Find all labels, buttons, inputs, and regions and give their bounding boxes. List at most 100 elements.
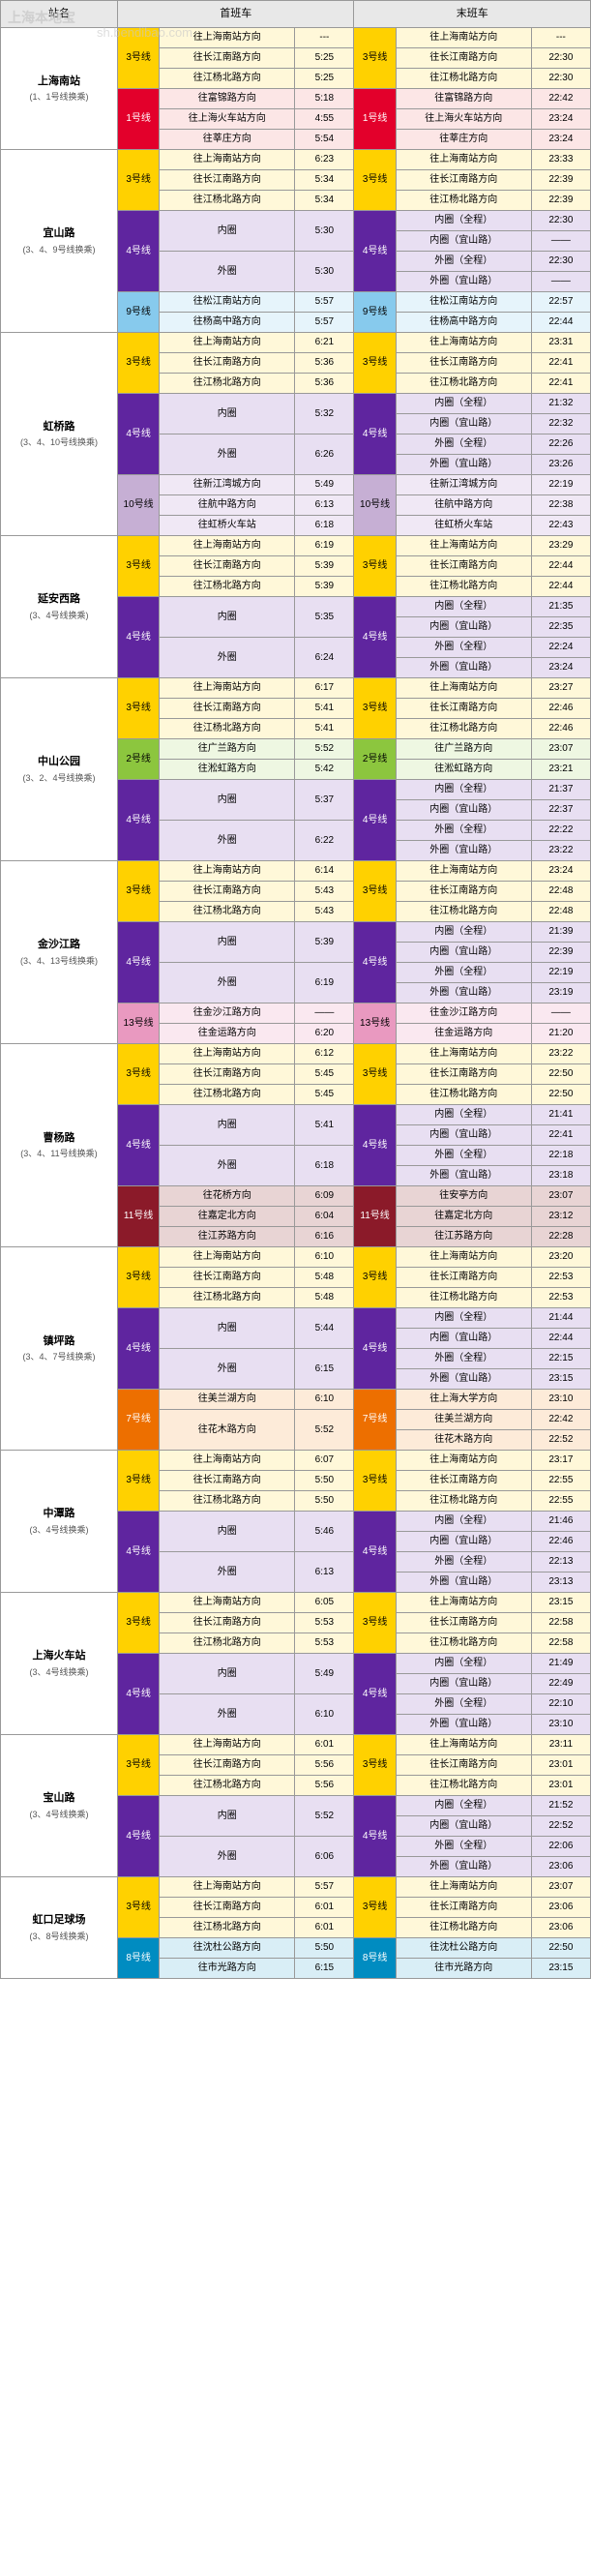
direction-last: 往金运路方向 xyxy=(396,1024,531,1044)
time-first: 5:50 xyxy=(295,1491,354,1512)
time-last: 21:35 xyxy=(531,597,590,617)
time-first: 6:15 xyxy=(295,1349,354,1390)
line-badge: 13号线 xyxy=(117,1003,159,1044)
line-badge: 3号线 xyxy=(354,678,396,739)
station-name: 中山公园(3、2、4号线换乘) xyxy=(1,678,118,861)
direction-last: 外圈（宜山路） xyxy=(396,455,531,475)
direction-first: 往长江南路方向 xyxy=(160,1268,295,1288)
station-name: 镇坪路(3、4、7号线换乘) xyxy=(1,1247,118,1451)
direction-last: 外圈（全程） xyxy=(396,1552,531,1573)
time-last: 23:26 xyxy=(531,455,590,475)
direction-last: 外圈（全程） xyxy=(396,1694,531,1715)
direction-first: 往上海南站方向 xyxy=(160,1044,295,1064)
direction-last: 外圈（全程） xyxy=(396,252,531,272)
time-last: 22:55 xyxy=(531,1471,590,1491)
time-first: 6:13 xyxy=(295,1552,354,1593)
time-last: 23:18 xyxy=(531,1166,590,1186)
time-first: 6:19 xyxy=(295,536,354,556)
time-last: 22:39 xyxy=(531,943,590,963)
station-name: 宜山路(3、4、9号线换乘) xyxy=(1,150,118,333)
direction-first: 外圈 xyxy=(160,434,295,475)
time-last: —— xyxy=(531,231,590,252)
time-last: 23:07 xyxy=(531,1877,590,1898)
direction-first: 往上海火车站方向 xyxy=(160,109,295,130)
time-first: 6:16 xyxy=(295,1227,354,1247)
direction-last: 往长江南路方向 xyxy=(396,1064,531,1085)
time-last: 22:57 xyxy=(531,292,590,313)
direction-first: 往杨高中路方向 xyxy=(160,313,295,333)
time-last: 23:11 xyxy=(531,1735,590,1755)
time-first: 5:45 xyxy=(295,1064,354,1085)
line-badge: 9号线 xyxy=(117,292,159,333)
time-first: 5:52 xyxy=(295,739,354,760)
time-first: 5:43 xyxy=(295,882,354,902)
time-first: 5:49 xyxy=(295,1654,354,1694)
line-badge: 4号线 xyxy=(117,780,159,861)
time-last: 22:58 xyxy=(531,1633,590,1654)
time-last: 22:44 xyxy=(531,313,590,333)
time-last: 23:24 xyxy=(531,861,590,882)
time-first: 5:30 xyxy=(295,211,354,252)
time-first: 5:39 xyxy=(295,556,354,577)
line-badge: 4号线 xyxy=(117,922,159,1003)
direction-first: 外圈 xyxy=(160,1694,295,1735)
line-badge: 3号线 xyxy=(117,1877,159,1938)
time-last: 23:20 xyxy=(531,1247,590,1268)
line-badge: 3号线 xyxy=(117,1593,159,1654)
direction-last: 往上海南站方向 xyxy=(396,1593,531,1613)
time-first: 5:45 xyxy=(295,1085,354,1105)
time-last: 23:22 xyxy=(531,841,590,861)
line-badge: 3号线 xyxy=(117,1044,159,1105)
direction-first: 往金沙江路方向 xyxy=(160,1003,295,1024)
time-first: 5:32 xyxy=(295,394,354,434)
direction-last: 外圈（全程） xyxy=(396,434,531,455)
direction-last: 内圈（全程） xyxy=(396,597,531,617)
line-badge: 9号线 xyxy=(354,292,396,333)
direction-first: 往上海南站方向 xyxy=(160,678,295,699)
direction-last: 外圈（全程） xyxy=(396,1146,531,1166)
line-badge: 4号线 xyxy=(354,211,396,292)
time-first: 5:56 xyxy=(295,1776,354,1796)
direction-last: 往上海南站方向 xyxy=(396,536,531,556)
direction-last: 外圈（宜山路） xyxy=(396,1573,531,1593)
time-first: 6:10 xyxy=(295,1390,354,1410)
time-first: 6:19 xyxy=(295,963,354,1003)
direction-last: 往富锦路方向 xyxy=(396,89,531,109)
station-name: 金沙江路(3、4、13号线换乘) xyxy=(1,861,118,1044)
time-first: 5:34 xyxy=(295,170,354,191)
line-badge: 4号线 xyxy=(117,1512,159,1593)
time-last: 23:31 xyxy=(531,333,590,353)
direction-last: 内圈（全程） xyxy=(396,922,531,943)
direction-first: 外圈 xyxy=(160,1552,295,1593)
time-first: 5:57 xyxy=(295,1877,354,1898)
direction-last: 往江杨北路方向 xyxy=(396,1918,531,1938)
direction-last: 内圈（全程） xyxy=(396,1796,531,1816)
time-first: —— xyxy=(295,1003,354,1024)
time-last: 22:49 xyxy=(531,1674,590,1694)
time-last: 23:10 xyxy=(531,1390,590,1410)
direction-last: 内圈（宜山路） xyxy=(396,231,531,252)
line-badge: 3号线 xyxy=(354,861,396,922)
line-badge: 3号线 xyxy=(117,150,159,211)
table-row: 上海火车站(3、4号线换乘)3号线往上海南站方向6:053号线往上海南站方向23… xyxy=(1,1593,591,1613)
line-badge: 7号线 xyxy=(117,1390,159,1451)
time-last: 22:35 xyxy=(531,617,590,638)
time-first: 5:41 xyxy=(295,1105,354,1146)
time-first: 6:12 xyxy=(295,1044,354,1064)
direction-last: 内圈（宜山路） xyxy=(396,414,531,434)
direction-first: 往上海南站方向 xyxy=(160,861,295,882)
time-first: 6:21 xyxy=(295,333,354,353)
time-last: 23:33 xyxy=(531,150,590,170)
direction-first: 往长江南路方向 xyxy=(160,1471,295,1491)
direction-first: 外圈 xyxy=(160,1146,295,1186)
station-name: 上海火车站(3、4号线换乘) xyxy=(1,1593,118,1735)
direction-last: 内圈（宜山路） xyxy=(396,1125,531,1146)
time-first: 5:35 xyxy=(295,597,354,638)
time-last: 22:30 xyxy=(531,211,590,231)
time-last: 21:39 xyxy=(531,922,590,943)
time-first: 6:24 xyxy=(295,638,354,678)
timetable: 站名 首班车 末班车 上海南站(1、1号线换乘)3号线往上海南站方向---3号线… xyxy=(0,0,591,1979)
direction-last: 往航中路方向 xyxy=(396,495,531,516)
direction-last: 内圈（宜山路） xyxy=(396,1816,531,1837)
time-last: 23:01 xyxy=(531,1776,590,1796)
